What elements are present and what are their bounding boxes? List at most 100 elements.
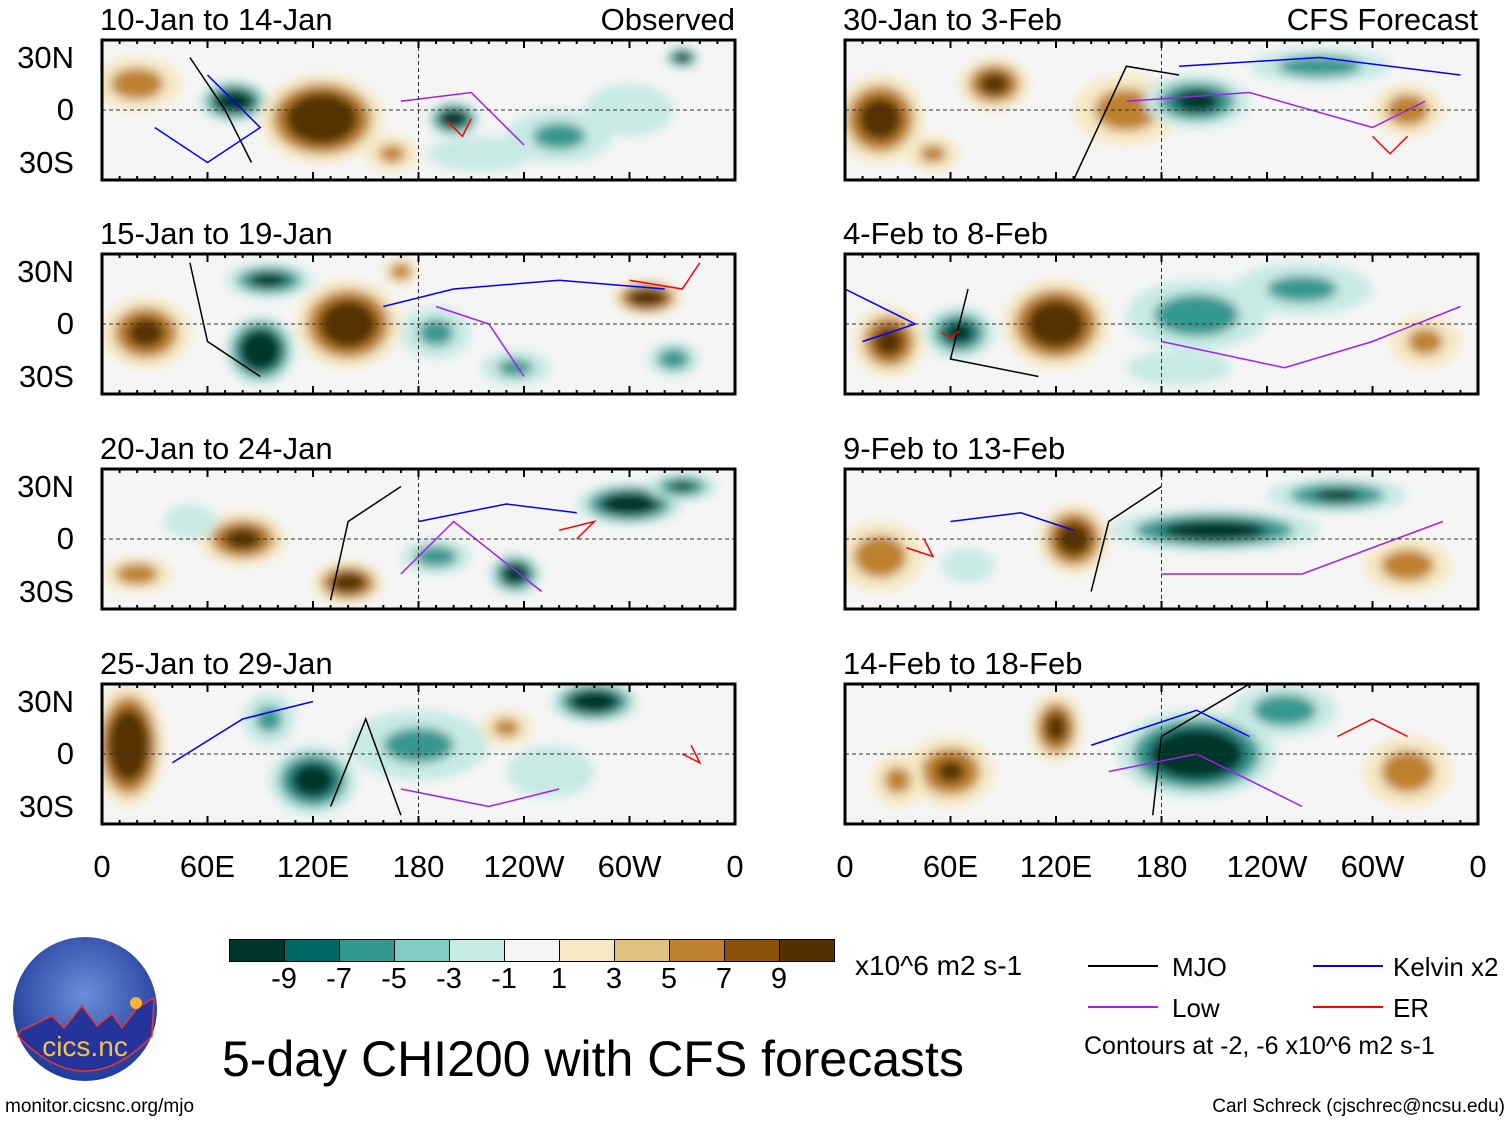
lon-label: 180 xyxy=(392,849,445,884)
anomaly-blob xyxy=(884,767,911,794)
contour-line xyxy=(950,511,1074,531)
anomaly-blob xyxy=(309,110,335,128)
anomaly-blob xyxy=(508,568,522,580)
anomaly-blob xyxy=(941,547,995,583)
anomaly-blob xyxy=(383,727,454,763)
panel-tag: CFS Forecast xyxy=(1286,2,1478,37)
contour-line xyxy=(171,700,314,764)
colorbar xyxy=(229,939,835,962)
panel-title: 30-Jan to 3-Feb xyxy=(843,2,1062,37)
anomaly-blob xyxy=(444,112,463,125)
anomaly-blob xyxy=(853,535,907,578)
contour-line xyxy=(154,74,262,164)
anomaly-blob xyxy=(390,263,412,280)
panel-title: 15-Jan to 19-Jan xyxy=(100,216,333,251)
colorbar-swatch xyxy=(505,940,560,961)
panel-title: 4-Feb to 8-Feb xyxy=(843,216,1049,251)
anomaly-blob xyxy=(579,694,609,709)
cics-logo[interactable]: cics.nc xyxy=(12,936,158,1082)
lon-label: 120E xyxy=(1019,849,1093,884)
anomaly-map xyxy=(843,467,1480,611)
colorbar-tick-label: 9 xyxy=(770,963,788,995)
lat-label: 30N xyxy=(17,468,74,504)
lon-label: 0 xyxy=(1469,849,1487,884)
legend-label-er: ER xyxy=(1393,993,1430,1023)
contour-line xyxy=(949,288,1039,378)
legend-line-mjo xyxy=(1088,965,1158,967)
legend-label-kelvin: Kelvin x2 xyxy=(1393,952,1499,982)
anomaly-blob xyxy=(935,759,966,784)
anomaly-blob xyxy=(919,145,947,163)
anomaly-blob xyxy=(1407,328,1443,355)
panel-title: 10-Jan to 14-Jan xyxy=(100,2,333,37)
contour-line xyxy=(1336,718,1409,738)
anomaly-blob xyxy=(127,317,165,348)
anomaly-blob xyxy=(255,705,283,733)
contour-line xyxy=(189,262,261,378)
anomaly-blob xyxy=(979,72,1010,95)
anomaly-blob xyxy=(1044,712,1068,743)
lat-label: 0 xyxy=(56,521,74,556)
anomaly-blob xyxy=(506,745,595,798)
lon-label: 120W xyxy=(483,849,565,884)
contour-line xyxy=(329,485,402,601)
anomaly-blob xyxy=(670,481,694,492)
colorbar-tick-label: -1 xyxy=(491,963,517,995)
lon-label: 180 xyxy=(1135,849,1188,884)
contour-line xyxy=(400,788,560,808)
anomaly-blob xyxy=(339,577,357,588)
lat-label: 0 xyxy=(56,306,74,341)
panel-title: 14-Feb to 18-Feb xyxy=(843,646,1083,681)
colorbar-swatch xyxy=(340,940,395,961)
contour-line xyxy=(1161,520,1444,575)
anomaly-blob xyxy=(677,54,687,61)
lon-label: 0 xyxy=(93,849,111,884)
lat-label: 30S xyxy=(18,358,74,394)
anomaly-blob xyxy=(116,563,159,585)
anomaly-blob xyxy=(532,123,586,150)
lon-label: 60W xyxy=(1340,849,1405,884)
anomaly-map xyxy=(100,252,737,396)
contour-line xyxy=(189,57,253,163)
anomaly-blob xyxy=(1381,549,1435,581)
anomaly-blob xyxy=(1381,750,1435,793)
contour-line xyxy=(1090,709,1250,746)
colorbar-swatch xyxy=(725,940,780,961)
panel-frame xyxy=(843,467,1480,611)
contour-line xyxy=(400,91,525,146)
panel-frame xyxy=(100,252,737,396)
contour-line xyxy=(681,744,702,765)
contour-line xyxy=(1072,65,1180,180)
panel-frame xyxy=(843,682,1480,826)
lon-label: 60E xyxy=(179,849,236,884)
anomaly-blob xyxy=(493,719,520,737)
lat-label: 30N xyxy=(17,253,74,289)
colorbar-tick-label: 7 xyxy=(715,963,733,995)
anomaly-blob xyxy=(302,771,324,789)
contour-line xyxy=(941,330,960,339)
panel-tag: Observed xyxy=(600,2,735,37)
lon-label: 60E xyxy=(922,849,979,884)
anomaly-blob xyxy=(657,348,690,370)
panel-frame xyxy=(100,467,737,611)
anomaly-blob xyxy=(110,68,164,100)
footer-url[interactable]: monitor.cicsnc.org/mjo xyxy=(5,1096,195,1117)
lon-label: 120E xyxy=(276,849,350,884)
anomaly-blob xyxy=(418,319,454,346)
colorbar-tick-label: 3 xyxy=(605,963,623,995)
colorbar-tick-label: -7 xyxy=(326,963,352,995)
anomaly-blob xyxy=(635,291,659,304)
legend-line-kelvin xyxy=(1313,965,1383,967)
panel-title: 25-Jan to 29-Jan xyxy=(100,646,333,681)
colorbar-swatch xyxy=(395,940,450,961)
panel-frame xyxy=(843,252,1480,396)
legend-line-er xyxy=(1313,1006,1383,1008)
anomaly-map xyxy=(100,38,737,182)
anomaly-blob xyxy=(1187,525,1241,536)
contour-line xyxy=(444,118,472,138)
legend-label-low: Low xyxy=(1172,993,1220,1023)
anomaly-blob xyxy=(250,272,288,288)
colorbar-swatch xyxy=(285,940,340,961)
colorbar-swatch xyxy=(450,940,505,961)
contour-line xyxy=(1161,305,1461,369)
